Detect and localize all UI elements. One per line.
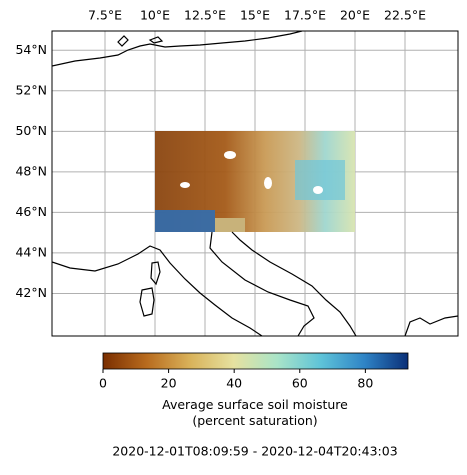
colorbar [102,352,409,370]
lon-tick-label: 10°E [140,8,170,23]
coastline [404,315,458,336]
lon-tick-label: 12.5°E [184,8,226,23]
lon-tick-label: 22.5°E [384,8,426,23]
swath-gap [313,186,323,194]
colorbar-tick-label: 60 [292,376,308,391]
lon-tick-label: 7.5°E [88,8,122,23]
lat-tick-label: 52°N [15,82,47,97]
lat-tick-label: 54°N [15,42,47,57]
coastline [52,245,263,336]
coastline [117,35,164,47]
colorbar-tick-label: 80 [357,376,373,391]
swath-patch [295,160,345,200]
colorbar-tick-label: 20 [161,376,177,391]
coastline [209,231,315,336]
coastline [150,261,161,286]
swath-alpine-band [155,210,215,232]
map-layer [52,31,458,336]
coastline [231,231,357,336]
colorbar-tick-label: 0 [99,376,107,391]
swath-gap [264,177,272,189]
time-range: 2020-12-01T08:09:59 - 2020-12-04T20:43:0… [112,444,397,459]
lat-tick-label: 46°N [15,204,47,219]
coastline [52,31,303,67]
colorbar-tick-label: 40 [226,376,242,391]
map-frame [51,30,459,337]
coastline [139,287,155,317]
lat-tick-label: 50°N [15,123,47,138]
lat-tick-label: 48°N [15,163,47,178]
swath-patch [215,218,245,232]
lat-tick-label: 42°N [15,285,47,300]
swath-gap [180,182,190,188]
lat-tick-label: 44°N [15,244,47,259]
lon-tick-label: 20°E [340,8,370,23]
swath-gap [224,151,236,159]
lon-tick-label: 17.5°E [284,8,326,23]
colorbar-label: Average surface soil moisture (percent sa… [162,397,348,428]
lon-tick-label: 15°E [240,8,270,23]
